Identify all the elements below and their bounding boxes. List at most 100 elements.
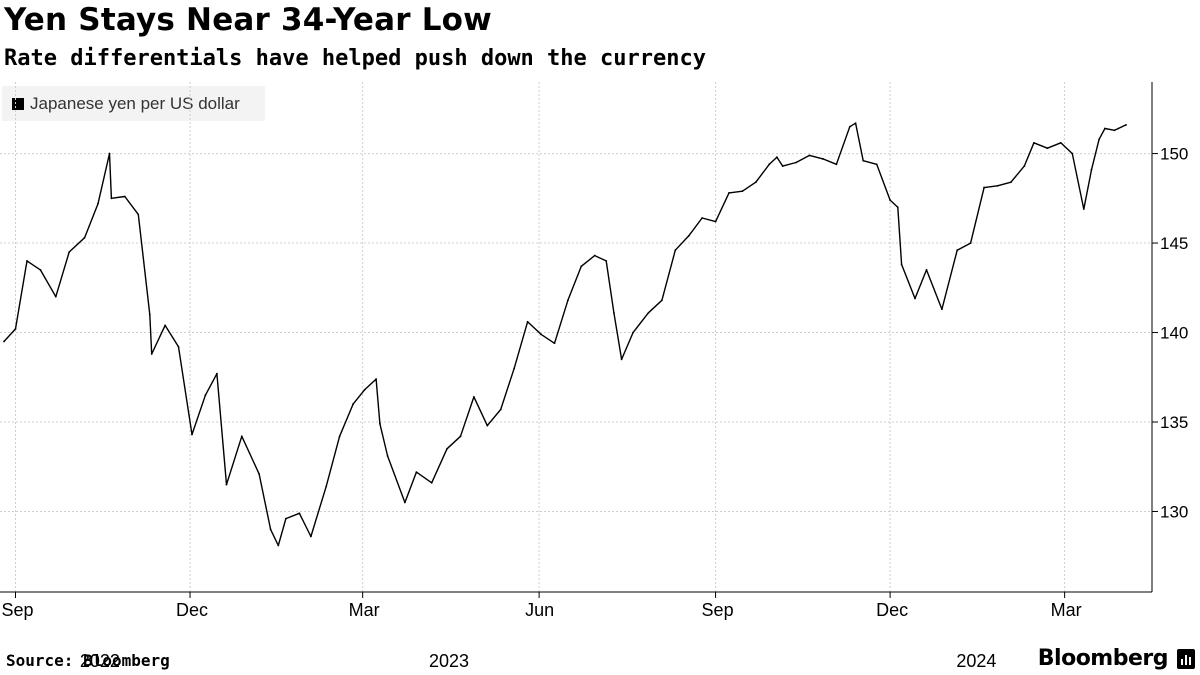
data-point bbox=[54, 295, 57, 298]
legend-label: Japanese yen per US dollar bbox=[30, 93, 240, 113]
data-point bbox=[605, 260, 608, 262]
data-point bbox=[110, 197, 113, 200]
data-point bbox=[352, 403, 354, 406]
data-point bbox=[580, 265, 583, 268]
bloomberg-terminal-icon bbox=[1177, 649, 1195, 669]
y-tick-label: 135 bbox=[1160, 413, 1188, 432]
data-point bbox=[225, 483, 228, 486]
data-point bbox=[137, 213, 140, 216]
data-point bbox=[701, 217, 704, 219]
data-point bbox=[781, 165, 784, 168]
data-point bbox=[956, 249, 959, 252]
data-point bbox=[996, 184, 999, 187]
data-point bbox=[386, 455, 389, 457]
data-point bbox=[325, 485, 328, 488]
data-point bbox=[240, 435, 243, 438]
data-point bbox=[459, 435, 462, 438]
data-point bbox=[26, 260, 28, 262]
data-point bbox=[848, 125, 851, 128]
data-point bbox=[862, 159, 865, 162]
data-point bbox=[896, 206, 899, 209]
x-tick-label: Mar bbox=[349, 600, 380, 620]
data-point bbox=[660, 299, 663, 302]
chart-subtitle: Rate differentials have helped push down… bbox=[4, 46, 706, 71]
data-point bbox=[1125, 124, 1127, 126]
data-point bbox=[446, 447, 448, 450]
x-year-label: 2023 bbox=[429, 651, 469, 671]
data-point bbox=[309, 535, 312, 538]
x-tick-label: Sep bbox=[2, 600, 34, 620]
data-point bbox=[177, 345, 180, 348]
x-tick-label: Sep bbox=[702, 600, 734, 620]
data-point bbox=[674, 249, 677, 252]
data-point bbox=[854, 122, 857, 125]
data-point bbox=[285, 517, 287, 520]
x-tick-label: Jun bbox=[525, 600, 554, 620]
data-point bbox=[148, 313, 151, 316]
data-point bbox=[204, 394, 207, 397]
data-point bbox=[540, 333, 542, 336]
data-point bbox=[97, 202, 99, 205]
data-point bbox=[795, 161, 798, 164]
data-point bbox=[363, 388, 366, 391]
data-point bbox=[1023, 165, 1026, 168]
data-point bbox=[822, 158, 824, 160]
data-point bbox=[403, 501, 406, 504]
data-point bbox=[1071, 152, 1074, 155]
data-point bbox=[632, 331, 634, 334]
data-point bbox=[593, 254, 596, 257]
x-tick-label: Dec bbox=[876, 600, 908, 620]
data-point bbox=[925, 268, 928, 271]
data-point bbox=[379, 422, 381, 425]
data-point bbox=[150, 353, 153, 355]
data-point bbox=[914, 297, 916, 300]
data-point bbox=[714, 220, 717, 223]
data-point bbox=[1010, 181, 1012, 184]
data-point bbox=[940, 308, 943, 311]
data-point bbox=[499, 408, 502, 411]
data-point bbox=[1033, 141, 1035, 144]
data-point bbox=[647, 311, 650, 314]
data-point bbox=[1046, 147, 1049, 150]
data-point bbox=[191, 433, 193, 436]
data-point bbox=[14, 328, 17, 330]
y-tick-label: 150 bbox=[1160, 145, 1188, 164]
data-point bbox=[258, 472, 260, 475]
data-point bbox=[1113, 129, 1116, 132]
data-point bbox=[1059, 141, 1062, 144]
data-point bbox=[728, 192, 730, 194]
data-point bbox=[835, 163, 838, 166]
data-point bbox=[754, 181, 757, 184]
source-note: Source: Bloomberg bbox=[6, 651, 170, 670]
legend-swatch-icon bbox=[12, 97, 24, 110]
data-point bbox=[513, 367, 516, 370]
data-point bbox=[338, 435, 341, 438]
y-tick-label: 130 bbox=[1160, 502, 1188, 521]
data-point bbox=[269, 528, 272, 531]
data-point bbox=[83, 236, 86, 239]
data-point bbox=[613, 311, 615, 314]
data-point bbox=[472, 396, 475, 398]
x-year-label: 2022 bbox=[80, 651, 120, 671]
data-point bbox=[566, 299, 569, 302]
data-point bbox=[68, 251, 71, 253]
data-point bbox=[900, 263, 903, 266]
x-tick-label: Mar bbox=[1051, 600, 1082, 620]
data-point bbox=[983, 186, 985, 189]
data-point bbox=[620, 358, 623, 361]
data-point bbox=[808, 154, 811, 157]
data-point bbox=[415, 471, 418, 474]
data-point bbox=[39, 268, 42, 271]
data-point bbox=[969, 242, 972, 244]
data-point bbox=[889, 199, 891, 202]
data-point bbox=[430, 481, 433, 484]
legend: Japanese yen per US dollar bbox=[2, 86, 265, 121]
data-point bbox=[553, 342, 556, 345]
data-point bbox=[108, 152, 111, 155]
data-point bbox=[123, 195, 126, 198]
y-tick-label: 140 bbox=[1160, 324, 1188, 343]
data-point bbox=[526, 320, 529, 323]
data-point bbox=[1098, 138, 1101, 141]
data-point bbox=[1090, 168, 1093, 171]
